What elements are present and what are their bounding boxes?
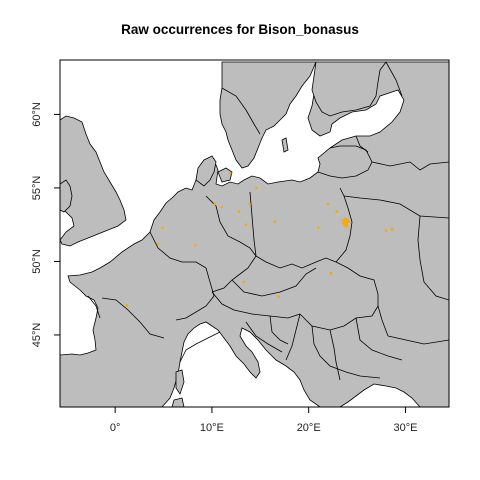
- occurrence-point: [384, 229, 388, 232]
- corsica-land: [175, 369, 185, 395]
- x-tick-label: 30°E: [393, 422, 417, 434]
- occurrence-point: [213, 202, 217, 206]
- occurrence-point: [125, 304, 129, 307]
- occurrence-point: [194, 243, 197, 247]
- zealand-land: [217, 167, 233, 183]
- occurrence-point: [390, 227, 394, 231]
- x-tick-label: 0°: [110, 422, 121, 434]
- occurrence-point: [161, 226, 164, 229]
- denmark-land: [195, 155, 217, 187]
- occurrence-point: [255, 186, 258, 190]
- sardinia-land: [171, 397, 185, 407]
- occurrence-point: [335, 210, 339, 213]
- occurrence-point: [344, 217, 347, 221]
- y-axis: 45°N 50°N 55°N 60°N: [31, 102, 60, 347]
- plot-frame: [59, 59, 450, 408]
- occurrence-point: [326, 202, 330, 206]
- occurrence-point: [156, 242, 160, 246]
- finland-land: [311, 61, 387, 117]
- occurrence-point: [317, 226, 320, 229]
- y-tick-label: 60°N: [31, 102, 43, 127]
- occurrence-point: [220, 205, 223, 209]
- occurrence-point: [345, 224, 349, 228]
- scandinavia-land: [219, 61, 317, 169]
- occurrence-point: [242, 280, 246, 284]
- country-borders: [87, 61, 449, 381]
- occurrence-point: [244, 223, 248, 226]
- occurrence-point: [341, 218, 344, 222]
- y-tick-label: 45°N: [31, 323, 43, 348]
- x-tick-label: 20°E: [297, 422, 321, 434]
- occurrence-point: [229, 171, 232, 175]
- occurrence-point: [342, 221, 345, 225]
- great-britain-land: [60, 115, 127, 247]
- x-axis: 0° 10°E 20°E 30°E: [110, 407, 417, 434]
- occurrence-points: [125, 171, 394, 307]
- occurrence-point: [237, 210, 241, 213]
- occurrence-point: [248, 202, 251, 206]
- ireland-land: [60, 179, 73, 213]
- gotland-land: [281, 137, 289, 153]
- y-tick-label: 55°N: [31, 176, 43, 201]
- map-title: Raw occurrences for Bison_bonasus: [121, 22, 359, 37]
- occurrence-point: [347, 220, 350, 224]
- occurrence-point: [277, 295, 280, 299]
- x-tick-label: 10°E: [200, 422, 224, 434]
- occurrence-point: [273, 220, 277, 224]
- occurrence-point: [329, 271, 333, 275]
- y-tick-label: 50°N: [31, 249, 43, 274]
- occurrence-point: [343, 224, 346, 227]
